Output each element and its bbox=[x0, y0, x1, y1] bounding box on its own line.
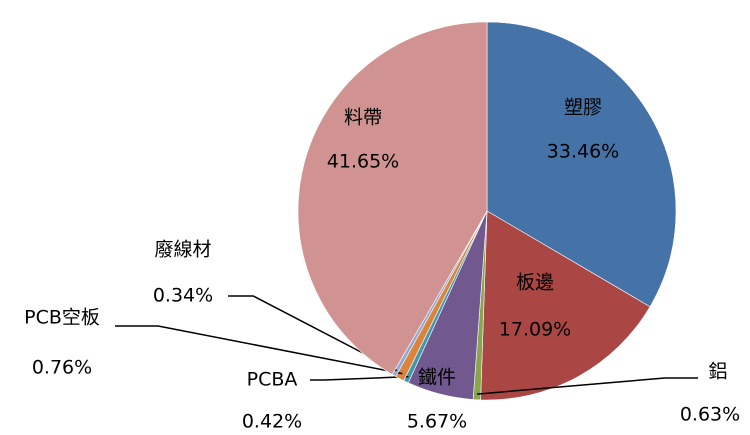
pie-slice bbox=[480, 210, 651, 401]
slice-label: 廢線材 bbox=[154, 239, 211, 261]
slice-value: 0.76% bbox=[32, 357, 92, 379]
slice-label: 板邊 bbox=[516, 272, 554, 294]
leader-line bbox=[228, 295, 398, 372]
slice-label: 鋁 bbox=[708, 361, 727, 383]
slice-value: 33.46% bbox=[547, 141, 619, 163]
slice-label: 塑膠 bbox=[564, 97, 602, 119]
slice-value: 0.42% bbox=[242, 411, 302, 433]
leader-line bbox=[115, 325, 403, 375]
slice-value: 0.63% bbox=[680, 404, 740, 426]
pie-slice bbox=[486, 21, 677, 308]
pie-slice bbox=[297, 21, 488, 375]
leader-line bbox=[477, 377, 698, 395]
slice-value: 0.34% bbox=[153, 285, 213, 307]
slice-label: 鐵件 bbox=[418, 367, 456, 389]
slice-label: PCB空板 bbox=[24, 307, 100, 329]
slice-label: 料帶 bbox=[344, 107, 382, 129]
slice-value: 5.67% bbox=[407, 411, 467, 433]
slice-value: 17.09% bbox=[499, 319, 571, 341]
slice-value: 41.65% bbox=[327, 151, 399, 173]
leader-line bbox=[310, 375, 409, 381]
slice-label: PCBA bbox=[247, 369, 298, 391]
